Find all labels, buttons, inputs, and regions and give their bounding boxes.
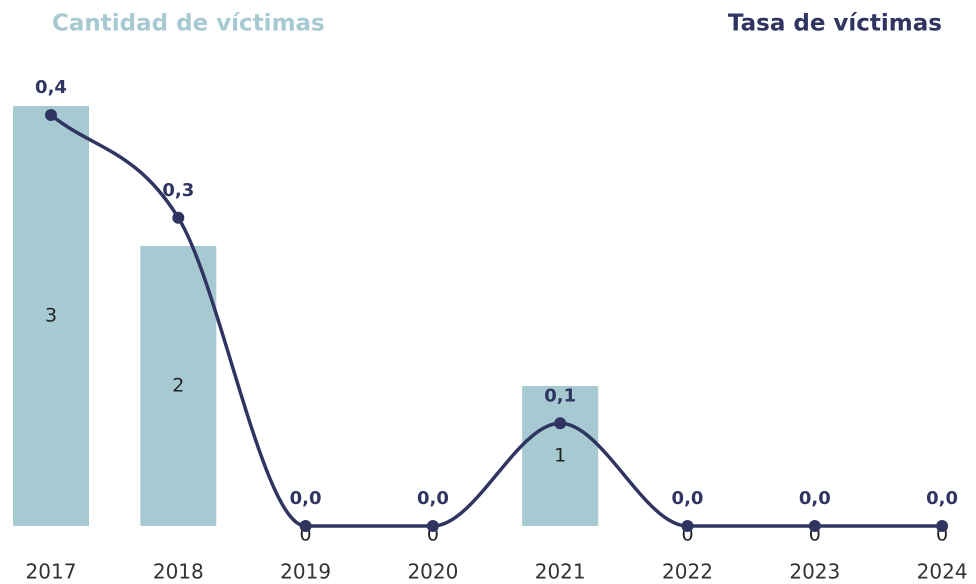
bar [140, 246, 217, 526]
x-tick-label: 2022 [662, 560, 713, 584]
rate-label: 0,0 [926, 488, 958, 509]
bar [522, 386, 599, 526]
bar [13, 106, 89, 526]
bar-title: Cantidad de víctimas [52, 11, 325, 37]
rate-point [808, 520, 821, 532]
rate-point [299, 520, 312, 532]
rate-point [936, 520, 949, 532]
x-tick-label: 2020 [407, 560, 458, 584]
bar-label: 3 [45, 305, 57, 327]
rate-label: 0,0 [799, 488, 831, 509]
x-tick-label: 2023 [789, 560, 840, 584]
x-tick-label: 2017 [26, 560, 77, 584]
x-tick-label: 2024 [917, 560, 968, 584]
rate-point [681, 520, 694, 532]
x-tick-label: 2019 [280, 560, 331, 584]
rate-point [45, 109, 57, 121]
rate-point [554, 417, 567, 430]
rate-point [426, 520, 439, 532]
rate-line [49, 113, 943, 528]
rate-label: 0,0 [290, 488, 322, 509]
bar-label: 1 [554, 445, 566, 467]
x-tick-label: 2018 [153, 560, 204, 584]
x-tick-label: 2021 [535, 560, 586, 584]
rate-label: 0,4 [35, 77, 67, 98]
line-title: Tasa de víctimas [728, 11, 942, 37]
rate-label: 0,3 [162, 180, 194, 201]
rate-label: 0,0 [417, 488, 449, 509]
rate-point [172, 211, 185, 224]
bar-label: 2 [172, 375, 184, 397]
rate-label: 0,1 [544, 385, 576, 406]
rate-label: 0,0 [672, 488, 704, 509]
